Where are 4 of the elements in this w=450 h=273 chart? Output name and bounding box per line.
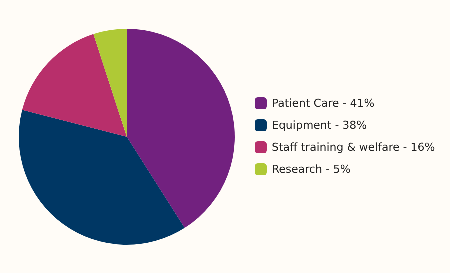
legend-label: Staff training & welfare - 16% [272, 141, 436, 154]
legend-label: Research - 5% [272, 163, 351, 176]
legend-label: Equipment - 38% [272, 119, 368, 132]
legend-label: Patient Care - 41% [272, 97, 375, 110]
